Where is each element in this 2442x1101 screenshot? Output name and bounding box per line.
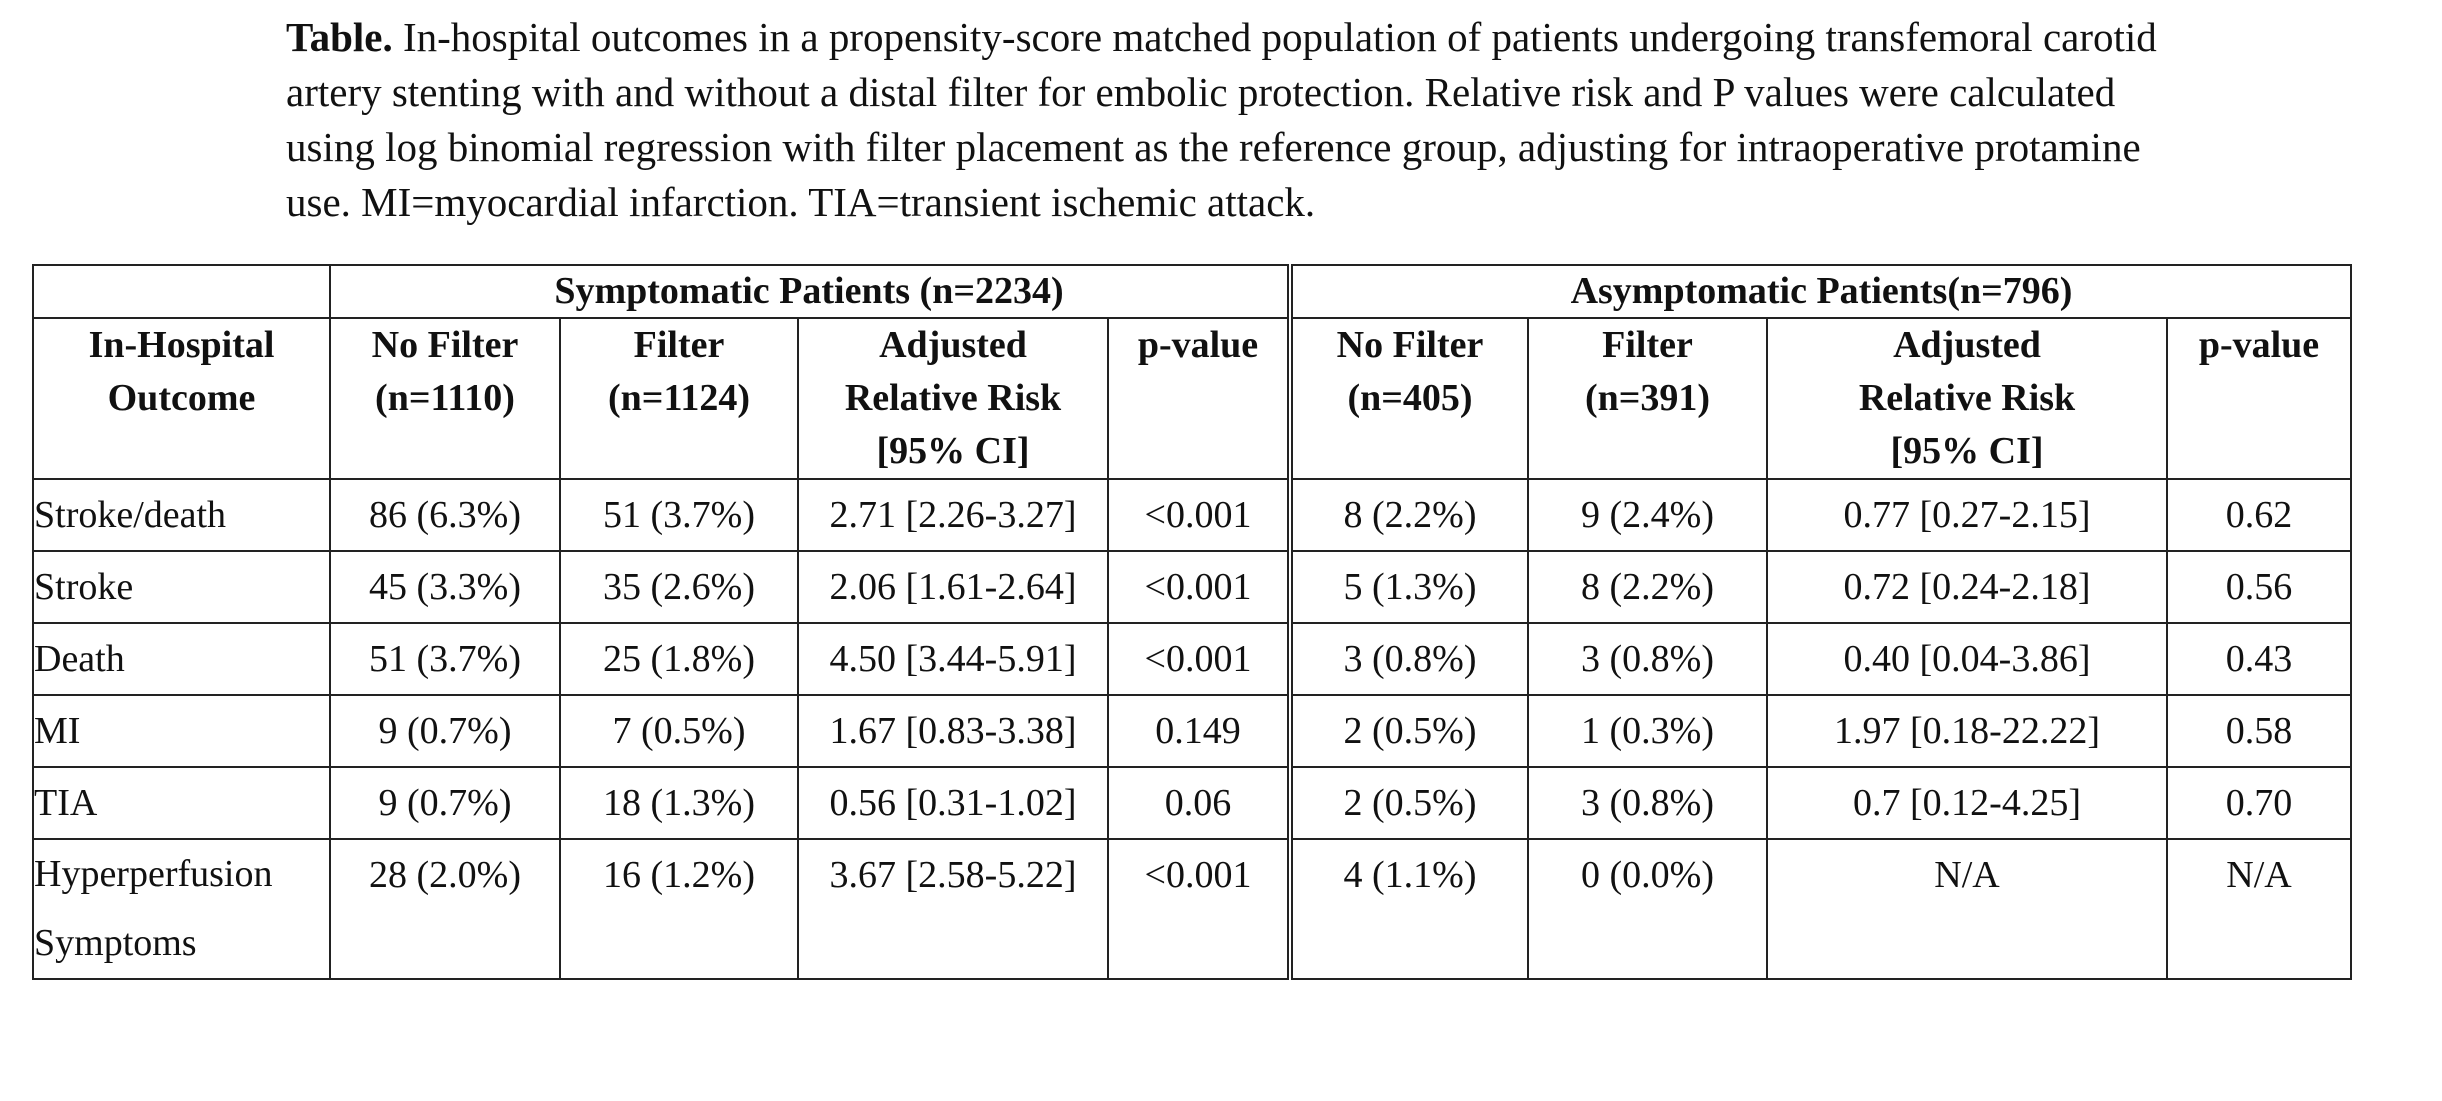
table-cell: 35 (2.6%) <box>559 550 799 624</box>
table-cell: 0.58 <box>2166 694 2352 768</box>
col-header-asym-relative-risk: Adjusted Relative Risk [95% CI] <box>1766 317 2168 480</box>
row-label-line1: Hyperperfusion <box>34 853 273 895</box>
col-header-asym-p-value: p-value <box>2166 317 2352 480</box>
col-header-line: (n=391) <box>1584 377 1711 419</box>
col-header-line: No Filter <box>371 324 519 366</box>
column-header-row: In-Hospital Outcome No Filter (n=1110) Fil… <box>32 317 2352 480</box>
group-header-row: Symptomatic Patients (n=2234) Asymptomat… <box>32 264 2352 319</box>
table-cell: 0.06 <box>1107 766 1291 840</box>
col-header-line: (n=1124) <box>608 377 750 419</box>
group-header-asymptomatic: Asymptomatic Patients(n=796) <box>1287 264 2352 319</box>
table-cell: 2.71 [2.26-3.27] <box>797 478 1109 552</box>
table-cell: 28 (2.0%) <box>329 838 561 980</box>
caption-text: In-hospital outcomes in a propensity-sco… <box>286 14 2157 225</box>
table-cell: 3 (0.8%) <box>1527 766 1768 840</box>
table-cell: <0.001 <box>1107 622 1291 696</box>
table-cell: 51 (3.7%) <box>559 478 799 552</box>
table-cell: 2.06 [1.61-2.64] <box>797 550 1109 624</box>
col-header-line: Filter <box>1602 324 1693 366</box>
row-label: Death <box>32 622 331 696</box>
table-cell: 2 (0.5%) <box>1287 766 1529 840</box>
group-header-empty <box>32 264 331 319</box>
col-header-sym-p-value: p-value <box>1107 317 1291 480</box>
col-header-line: Adjusted <box>1893 324 2041 366</box>
table-row: MI 9 (0.7%) 7 (0.5%) 1.67 [0.83-3.38] 0.… <box>32 694 2352 768</box>
table-cell: <0.001 <box>1107 478 1291 552</box>
table-cell: 0.56 <box>2166 550 2352 624</box>
table-cell: 4.50 [3.44-5.91] <box>797 622 1109 696</box>
table-row: Stroke 45 (3.3%) 35 (2.6%) 2.06 [1.61-2.… <box>32 550 2352 624</box>
table-cell: 16 (1.2%) <box>559 838 799 980</box>
table-cell: 0.40 [0.04-3.86] <box>1766 622 2168 696</box>
col-header-line: [95% CI] <box>876 430 1030 472</box>
col-header-line: Adjusted <box>879 324 1027 366</box>
table-row: TIA 9 (0.7%) 18 (1.3%) 0.56 [0.31-1.02] … <box>32 766 2352 840</box>
table-cell: 3 (0.8%) <box>1287 622 1529 696</box>
outcomes-table: Symptomatic Patients (n=2234) Asymptomat… <box>32 264 2352 980</box>
table-row: Death 51 (3.7%) 25 (1.8%) 4.50 [3.44-5.9… <box>32 622 2352 696</box>
table-cell: 86 (6.3%) <box>329 478 561 552</box>
col-header-line: [95% CI] <box>1890 430 2044 472</box>
col-header-line: No Filter <box>1336 324 1484 366</box>
caption-label: Table. <box>286 14 393 60</box>
row-label: Stroke/death <box>32 478 331 552</box>
table-cell: 8 (2.2%) <box>1527 550 1768 624</box>
table-cell: <0.001 <box>1107 838 1291 980</box>
table-cell: 0.62 <box>2166 478 2352 552</box>
table-cell: 0.43 <box>2166 622 2352 696</box>
table-cell: 0.70 <box>2166 766 2352 840</box>
table-cell: 7 (0.5%) <box>559 694 799 768</box>
table-caption: Table. In-hospital outcomes in a propens… <box>286 10 2166 230</box>
table-cell: 0 (0.0%) <box>1527 838 1768 980</box>
col-header-sym-filter: Filter (n=1124) <box>559 317 799 480</box>
table-cell: 0.56 [0.31-1.02] <box>797 766 1109 840</box>
table-cell: 3.67 [2.58-5.22] <box>797 838 1109 980</box>
group-header-symptomatic: Symptomatic Patients (n=2234) <box>329 264 1291 319</box>
col-header-outcome: In-Hospital Outcome <box>32 317 331 480</box>
table-cell: 9 (0.7%) <box>329 694 561 768</box>
table-cell: 9 (0.7%) <box>329 766 561 840</box>
table-cell: N/A <box>2166 838 2352 980</box>
table-row: Hyperperfusion Symptoms 28 (2.0%) 16 (1.2… <box>32 838 2352 980</box>
col-header-line: (n=405) <box>1347 377 1473 419</box>
table-cell: 0.7 [0.12-4.25] <box>1766 766 2168 840</box>
table-cell: N/A <box>1766 838 2168 980</box>
table-cell: 51 (3.7%) <box>329 622 561 696</box>
table-cell: 0.149 <box>1107 694 1291 768</box>
table-cell: 3 (0.8%) <box>1527 622 1768 696</box>
table-cell: 0.72 [0.24-2.18] <box>1766 550 2168 624</box>
col-header-sym-relative-risk: Adjusted Relative Risk [95% CI] <box>797 317 1109 480</box>
table-cell: 8 (2.2%) <box>1287 478 1529 552</box>
col-header-outcome-line2: Outcome <box>107 377 256 419</box>
col-header-asym-no-filter: No Filter (n=405) <box>1287 317 1529 480</box>
row-label: TIA <box>32 766 331 840</box>
row-label-line2: Symptoms <box>34 922 197 964</box>
table-row: Stroke/death 86 (6.3%) 51 (3.7%) 2.71 [2… <box>32 478 2352 552</box>
table-cell: 9 (2.4%) <box>1527 478 1768 552</box>
col-header-sym-no-filter: No Filter (n=1110) <box>329 317 561 480</box>
table-cell: 25 (1.8%) <box>559 622 799 696</box>
table-cell: 1.97 [0.18-22.22] <box>1766 694 2168 768</box>
col-header-line: Filter <box>633 324 725 366</box>
col-header-line: Relative Risk <box>1858 377 2076 419</box>
row-label: Stroke <box>32 550 331 624</box>
table-cell: 1.67 [0.83-3.38] <box>797 694 1109 768</box>
table-cell: 0.77 [0.27-2.15] <box>1766 478 2168 552</box>
table-cell: 18 (1.3%) <box>559 766 799 840</box>
table-cell: 45 (3.3%) <box>329 550 561 624</box>
col-header-line: Relative Risk <box>844 377 1062 419</box>
col-header-line: (n=1110) <box>375 377 515 419</box>
table-cell: 1 (0.3%) <box>1527 694 1768 768</box>
col-header-asym-filter: Filter (n=391) <box>1527 317 1768 480</box>
table-cell: <0.001 <box>1107 550 1291 624</box>
row-label: MI <box>32 694 331 768</box>
row-label: Hyperperfusion Symptoms <box>32 838 331 980</box>
table-cell: 2 (0.5%) <box>1287 694 1529 768</box>
col-header-outcome-line1: In-Hospital <box>88 324 275 366</box>
table-cell: 4 (1.1%) <box>1287 838 1529 980</box>
table-cell: 5 (1.3%) <box>1287 550 1529 624</box>
